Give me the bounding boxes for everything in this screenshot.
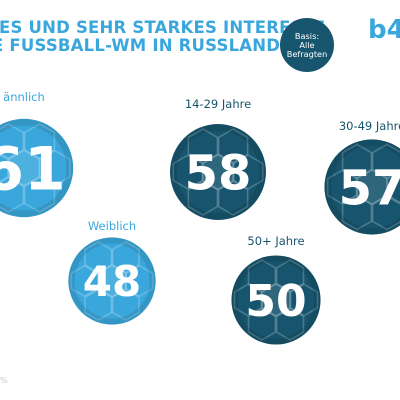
basis-value-line-2: Befragten bbox=[286, 48, 328, 59]
bubble-category-label: 14-29 Jahre bbox=[185, 97, 251, 111]
basis-label: Basis: bbox=[294, 30, 320, 41]
basis-value-line-1: Alle bbox=[299, 39, 315, 50]
bubble-circle bbox=[0, 118, 74, 218]
bubble-category-label: Weiblich bbox=[88, 219, 136, 233]
bubble-category-label: ännlich bbox=[3, 90, 45, 104]
footnote: % bbox=[0, 376, 8, 385]
bubble-circle bbox=[170, 124, 266, 220]
football-pattern bbox=[0, 118, 74, 218]
football-pattern bbox=[68, 237, 156, 325]
bubble-value: 61 bbox=[0, 135, 66, 205]
bubble-3: 50 50+ Jahre bbox=[231, 234, 321, 345]
bubble-value: 50 bbox=[245, 276, 306, 327]
football-pattern bbox=[231, 255, 321, 345]
bubble-0: 61 ännlich bbox=[0, 90, 74, 218]
bubble-category-label: 50+ Jahre bbox=[247, 234, 304, 248]
bubble-category-label: 30-49 Jahre bbox=[339, 119, 400, 133]
football-pattern bbox=[324, 139, 400, 235]
chart-title: ES UND SEHR STARKES INTERESSE E FUSSBALL… bbox=[0, 19, 326, 55]
bubble-value: 48 bbox=[83, 257, 141, 306]
bubble-value: 57 bbox=[339, 160, 400, 216]
brand-logo: b4 bbox=[368, 15, 400, 45]
bubble-circle bbox=[231, 255, 321, 345]
basis-badge: Basis: Alle Befragten bbox=[280, 18, 334, 72]
bubble-4: 57 30-49 Jahre bbox=[324, 119, 400, 235]
bubble-value: 58 bbox=[185, 145, 252, 201]
bubble-circle bbox=[68, 237, 156, 325]
bubble-circle bbox=[324, 139, 400, 235]
football-pattern bbox=[170, 124, 266, 220]
bubble-2: 58 14-29 Jahre bbox=[170, 97, 266, 220]
chart-title-line-2: E FUSSBALL-WM IN RUSSLAND bbox=[0, 36, 281, 55]
chart-title-line-1: ES UND SEHR STARKES INTERESSE bbox=[0, 18, 326, 37]
bubble-1: 48 Weiblich bbox=[68, 219, 156, 325]
